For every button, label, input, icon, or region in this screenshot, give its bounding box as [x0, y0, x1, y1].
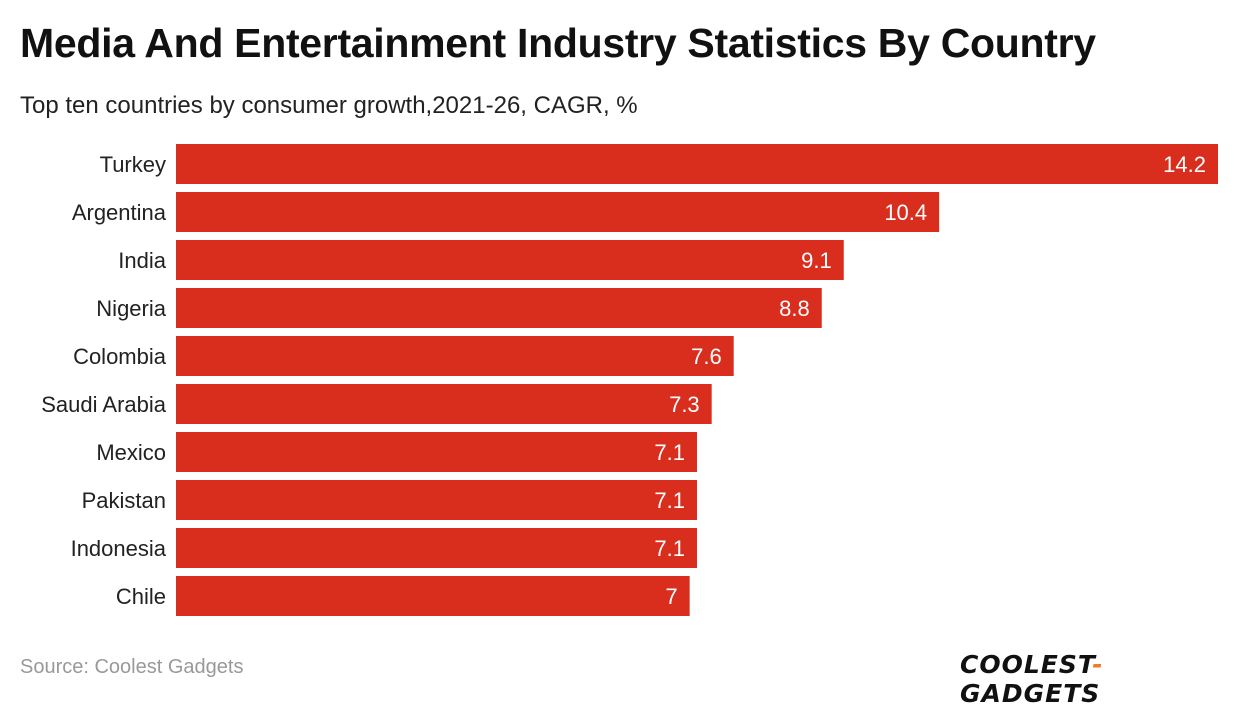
logo-dash: - — [1092, 650, 1104, 679]
bar-chart: Turkey 14.2 Argentina 10.4 India 9.1 Nigeria 8.… — [41, 144, 1218, 616]
category-label: Indonesia — [71, 536, 167, 561]
coolest-gadgets-logo: COOLEST-GADGETS — [960, 650, 1240, 708]
bar-india — [176, 240, 844, 280]
logo-text-right: GADGETS — [960, 679, 1101, 708]
data-label: 10.4 — [884, 200, 927, 225]
category-label: Turkey — [100, 152, 166, 177]
category-label: Colombia — [73, 344, 167, 369]
category-label: Chile — [116, 584, 166, 609]
bar-pakistan — [176, 480, 697, 520]
data-label: 7 — [665, 584, 677, 609]
bar-argentina — [176, 192, 940, 232]
source-note: Source: Coolest Gadgets — [20, 656, 244, 678]
chart-subtitle: Top ten countries by consumer growth,202… — [20, 92, 638, 119]
category-label: Mexico — [96, 440, 166, 465]
data-label: 7.3 — [669, 392, 700, 417]
category-label: Nigeria — [96, 296, 166, 321]
data-label: 8.8 — [779, 296, 810, 321]
category-label: Saudi Arabia — [41, 392, 167, 417]
data-label: 9.1 — [801, 248, 832, 273]
bar-saudi-arabia — [176, 384, 712, 424]
bar-nigeria — [176, 288, 822, 328]
bar-indonesia — [176, 528, 697, 568]
bar-turkey — [176, 144, 1218, 184]
category-label: India — [118, 248, 166, 273]
data-label: 7.6 — [691, 344, 722, 369]
data-label: 14.2 — [1163, 152, 1206, 177]
chart-title: Media And Entertainment Industry Statist… — [20, 20, 1096, 66]
logo-text-left: COOLEST — [960, 650, 1093, 679]
bar-mexico — [176, 432, 697, 472]
category-label: Argentina — [72, 200, 167, 225]
data-label: 7.1 — [654, 440, 685, 465]
data-label: 7.1 — [654, 488, 685, 513]
bar-colombia — [176, 336, 734, 376]
data-label: 7.1 — [654, 536, 685, 561]
bar-chile — [176, 576, 690, 616]
category-label: Pakistan — [82, 488, 166, 513]
